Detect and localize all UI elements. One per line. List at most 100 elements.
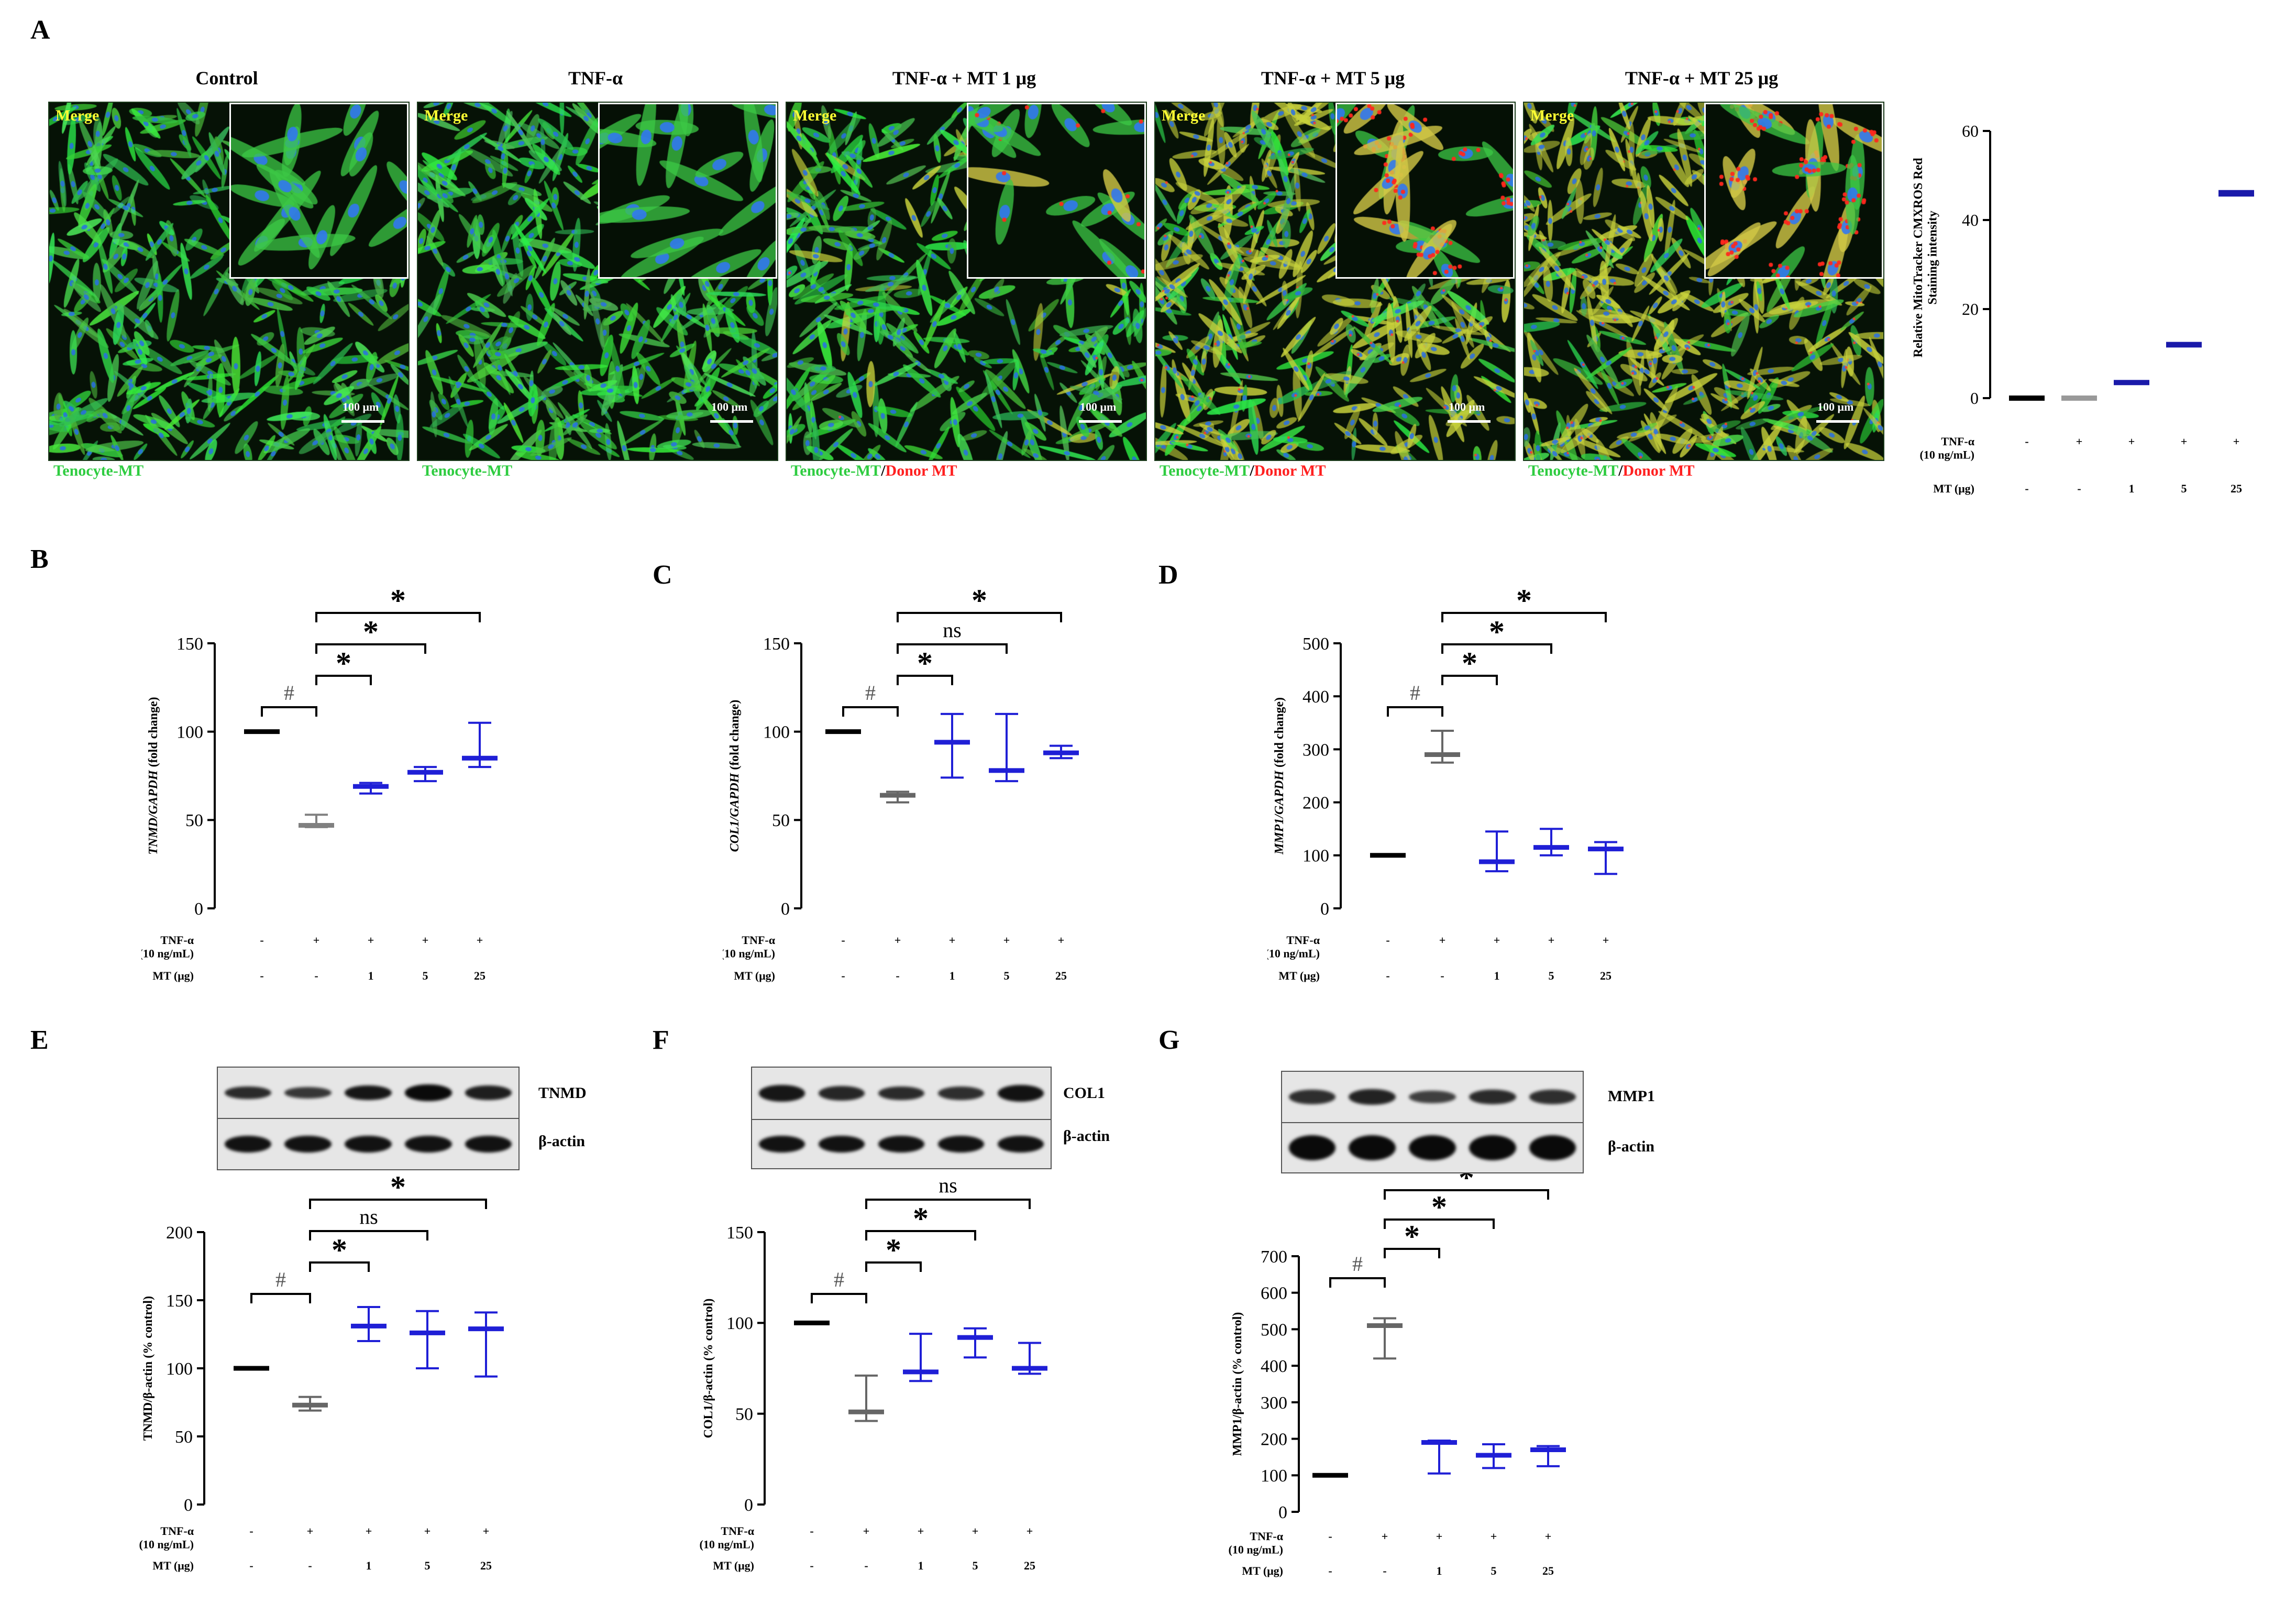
tnf-value: + (949, 934, 956, 947)
sig-bracket (315, 643, 426, 654)
y-tick-label: 150 (176, 634, 203, 654)
sig-bracket (309, 1199, 487, 1209)
tnf-row-label: TNF-α (721, 1524, 754, 1538)
scale-bar-label: 100 μm (1449, 400, 1485, 413)
sig-label: * (1404, 1219, 1420, 1254)
chart-e: 0 50 100 150 200 TNMD/β-actin (% control) # * ns… (139, 1170, 504, 1572)
y-axis-label: TNMD/GAPDH (fold change) (147, 697, 160, 854)
blot-band (284, 1086, 332, 1099)
wb-f-target-lane (752, 1068, 1051, 1119)
y-tick-label: 40 (1962, 211, 1979, 229)
panel-letter-g: G (1158, 1025, 1180, 1055)
tnf-value: - (2025, 435, 2028, 448)
sig-bracket (250, 1293, 311, 1303)
tnf-value: + (1494, 934, 1500, 947)
y-tick-label: 150 (726, 1223, 753, 1243)
wb-f-target-label: COL1 (1063, 1084, 1106, 1102)
western-blot-g (1281, 1071, 1584, 1173)
tnf-value: + (424, 1524, 431, 1538)
y-axis-label: MMP1/β-actin (% control) (1231, 1312, 1244, 1456)
blot-band (1409, 1090, 1456, 1104)
inset-image (600, 104, 776, 277)
blot-band (758, 1136, 805, 1152)
mt-value: 1 (366, 1559, 372, 1572)
chart-f: 0 50 100 150 COL1/β-actin (% control) # * * ns TN… (700, 1173, 1047, 1572)
chart-b: 0 50 100 150 TNMD/GAPDH (fold change) # * * * TNF… (141, 583, 498, 982)
chart-g: 0 100 200 300 400 500 600 700 MMP1/β-actin (% co… (1229, 1163, 1566, 1577)
wb-g-actin-lane (1282, 1123, 1583, 1172)
mt-value: - (260, 969, 263, 982)
y-tick-label: 200 (1302, 794, 1329, 813)
wb-e-target-label: TNMD (538, 1084, 587, 1102)
wb-divider (752, 1119, 1051, 1120)
caption-tenocyte-mt: Tenocyte-MT (1528, 462, 1619, 479)
tnf-value: + (2233, 435, 2240, 448)
mt-row-label: MT (μg) (1242, 1564, 1283, 1577)
scale-bar (710, 420, 753, 423)
sig-bracket (1384, 1218, 1495, 1229)
merge-label: Merge (1530, 107, 1574, 124)
caption-slash: / (1618, 462, 1623, 479)
tnf-row-label: TNF-α (160, 934, 194, 947)
mt-row-label: MT (μg) (152, 969, 194, 982)
caption-slash: / (881, 462, 886, 479)
sig-label: ns (939, 1173, 957, 1197)
sig-label: # (865, 681, 876, 705)
sig-label: * (1462, 646, 1477, 680)
scale-bar (1448, 420, 1491, 423)
tnf-value: + (1545, 1530, 1552, 1543)
y-tick-label: 500 (1302, 634, 1329, 654)
caption-donor-mt: Donor MT (1254, 462, 1326, 479)
y-tick-label: 100 (763, 723, 790, 742)
caption-slash: / (1250, 462, 1254, 479)
sig-label: * (886, 1233, 901, 1267)
mt-value: - (1383, 1564, 1386, 1577)
mt-value: 25 (480, 1559, 492, 1572)
tnf-value: - (841, 934, 845, 947)
y-tick-label: 50 (735, 1405, 753, 1424)
tnf-row-sublabel: (10 ng/mL) (1229, 1543, 1284, 1556)
y-tick-label: 500 (1261, 1320, 1287, 1340)
tnf-value: + (1436, 1530, 1443, 1543)
mt-value: 25 (1024, 1559, 1035, 1572)
mt-value: 5 (1004, 969, 1010, 982)
panel-letter-b: B (30, 544, 49, 574)
micrograph-caption: Tenocyte-MT/Donor MT (1528, 462, 1695, 480)
blot-band (465, 1136, 512, 1152)
micrograph-caption: Tenocyte-MT/Donor MT (1160, 462, 1326, 480)
wb-g-loading-label: β-actin (1608, 1138, 1655, 1155)
micrograph-4: Merge 100 μm (1523, 102, 1884, 461)
tnf-value: + (1026, 1524, 1033, 1538)
sig-bracket (261, 706, 317, 717)
sig-label: # (275, 1268, 286, 1291)
y-tick-label: 100 (1261, 1466, 1287, 1486)
y-tick-label: 0 (1278, 1503, 1287, 1522)
blot-band (818, 1086, 865, 1101)
wb-divider (1282, 1122, 1583, 1123)
y-axis-label: MMP1/GAPDH (fold change) (1273, 697, 1286, 855)
tnf-value: - (1386, 934, 1389, 947)
y-axis-label-rest: (fold change) (147, 697, 160, 770)
sig-bracket (1384, 1248, 1440, 1258)
scale-bar (1079, 420, 1122, 423)
sig-bracket (811, 1293, 867, 1303)
mt-value: - (1386, 969, 1389, 982)
sig-label: * (390, 1170, 406, 1204)
merge-label: Merge (793, 107, 837, 124)
blot-band (1349, 1089, 1396, 1105)
mt-value: 5 (1491, 1564, 1497, 1577)
sig-bracket (897, 643, 1008, 654)
micrograph-2: Merge 100 μm (786, 102, 1147, 461)
mt-value: 5 (973, 1559, 978, 1572)
wb-g-target-label: MMP1 (1608, 1088, 1655, 1105)
sig-bracket (309, 1261, 370, 1272)
caption-tenocyte-mt: Tenocyte-MT (422, 462, 513, 479)
tnf-row-sublabel: (10 ng/mL) (723, 947, 775, 960)
sig-bracket (1441, 675, 1498, 685)
inset-image (968, 104, 1144, 277)
merge-label: Merge (1162, 107, 1206, 124)
blot-band (937, 1136, 985, 1152)
wb-divider (218, 1118, 518, 1119)
tnf-value: - (249, 1524, 253, 1538)
mt-value: - (1328, 1564, 1332, 1577)
